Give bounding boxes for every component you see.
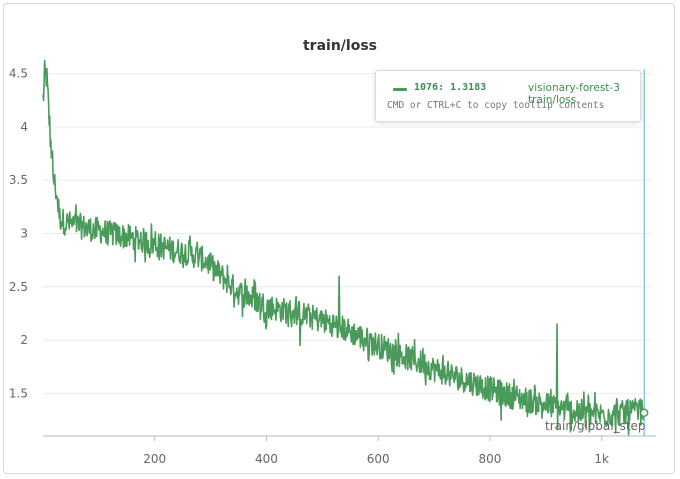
- tooltip-value: 1076: 1.3183: [414, 82, 487, 93]
- tooltip-copy-hint: CMD or CTRL+C to copy tooltip contents: [387, 100, 605, 111]
- x-tick-label: 800: [479, 452, 502, 466]
- x-tick-label: 600: [367, 452, 390, 466]
- series-swatch: [393, 88, 407, 91]
- y-tick-label: 3: [20, 227, 28, 241]
- y-tick-label: 2: [20, 333, 28, 347]
- tooltip-series-name: visionary-forest-3 train/loss: [528, 82, 620, 106]
- x-tick-label: 400: [255, 452, 278, 466]
- y-tick-label: 4.5: [9, 67, 28, 81]
- x-tick-label: 200: [143, 452, 166, 466]
- hover-tooltip: 1076: 1.3183 visionary-forest-3 train/lo…: [375, 70, 641, 122]
- x-axis-label: train/global_step: [545, 419, 646, 433]
- hover-point: [639, 408, 649, 418]
- y-tick-label: 3.5: [9, 173, 28, 187]
- x-tick-label: 1k: [594, 452, 609, 466]
- chart-title: train/loss: [302, 38, 377, 54]
- y-tick-label: 4: [20, 120, 28, 134]
- y-tick-label: 1.5: [9, 386, 28, 400]
- series-line: [42, 59, 645, 436]
- y-tick-label: 2.5: [9, 280, 28, 294]
